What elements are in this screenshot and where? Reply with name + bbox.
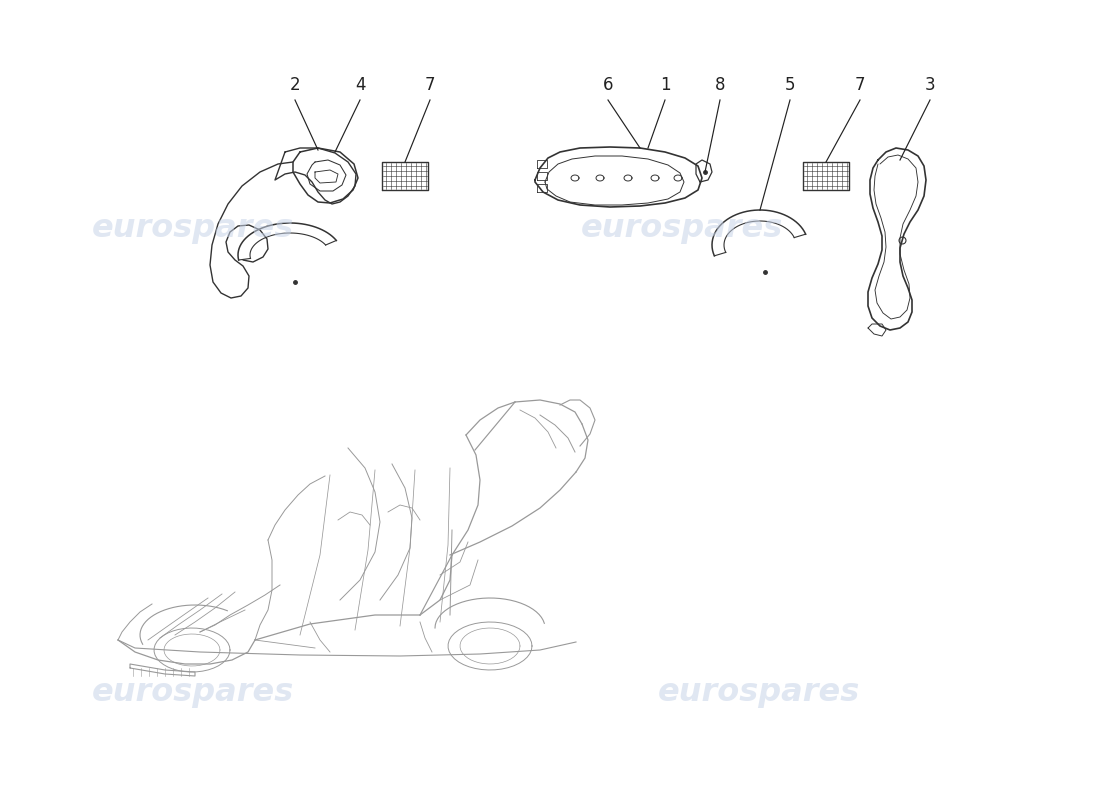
Text: eurospares: eurospares	[91, 677, 294, 707]
Text: 5: 5	[784, 76, 795, 94]
Text: eurospares: eurospares	[581, 213, 783, 243]
Text: eurospares: eurospares	[658, 677, 860, 707]
Text: 3: 3	[925, 76, 935, 94]
Text: 1: 1	[660, 76, 670, 94]
Text: 8: 8	[715, 76, 725, 94]
Text: 7: 7	[425, 76, 436, 94]
Text: 2: 2	[289, 76, 300, 94]
Text: 7: 7	[855, 76, 866, 94]
Text: 6: 6	[603, 76, 614, 94]
Text: eurospares: eurospares	[91, 213, 294, 243]
Text: 4: 4	[354, 76, 365, 94]
